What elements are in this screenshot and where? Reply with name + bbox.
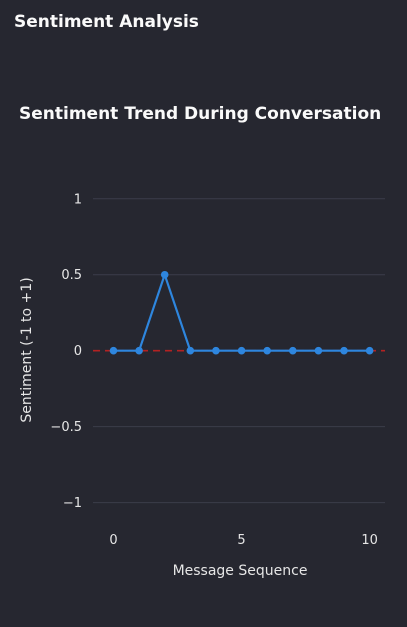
data-point [212, 346, 220, 355]
data-point [160, 270, 169, 279]
x-tick-label: 5 [237, 533, 245, 548]
y-tick-label: −1 [63, 496, 82, 511]
data-point [263, 346, 271, 355]
y-tick-label: 1 [74, 192, 82, 207]
data-point [186, 346, 195, 355]
sentiment-line [113, 273, 370, 352]
y-tick-label: 0.5 [61, 268, 82, 283]
y-tick-labels: −1 −0.5 0 0.5 1 [50, 192, 82, 511]
data-point [288, 346, 297, 355]
x-tick-label: 0 [109, 533, 117, 548]
y-tick-label: −0.5 [50, 420, 82, 435]
data-point [365, 346, 374, 355]
x-tick-labels: 0 5 10 [109, 533, 378, 548]
x-tick-label: 10 [361, 533, 378, 548]
chart-title: Sentiment Trend During Conversation [19, 104, 381, 124]
data-point [109, 346, 118, 355]
grid-lines [93, 198, 385, 504]
data-point [340, 346, 348, 355]
x-axis-label: Message Sequence [173, 563, 308, 579]
section-title: Sentiment Analysis [14, 12, 199, 32]
data-point [237, 346, 246, 355]
data-point [135, 346, 143, 355]
y-axis-label: Sentiment (-1 to +1) [19, 277, 35, 422]
series-layer [109, 270, 374, 355]
data-point [314, 346, 323, 355]
y-tick-label: 0 [74, 344, 82, 359]
